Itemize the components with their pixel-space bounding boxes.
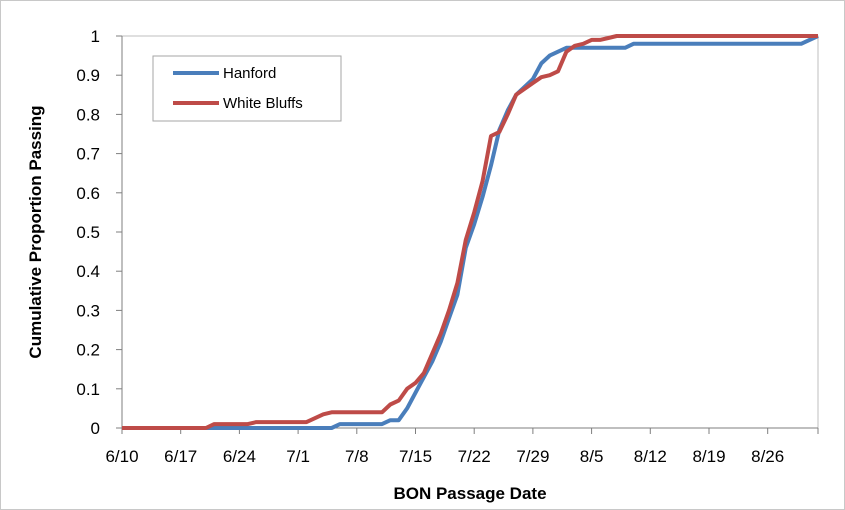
x-axis-title: BON Passage Date — [393, 484, 546, 503]
series-line-white-bluffs — [122, 34, 818, 430]
y-tick-label: 0.1 — [76, 380, 100, 399]
y-tick-label: 0.6 — [76, 184, 100, 203]
x-tick-label: 8/19 — [692, 447, 725, 466]
y-tick-label: 0.8 — [76, 105, 100, 124]
y-tick-label: 0 — [91, 419, 100, 438]
x-tick-label: 7/22 — [458, 447, 491, 466]
x-tick-label: 8/12 — [634, 447, 667, 466]
x-tick-label: 7/1 — [286, 447, 310, 466]
x-tick-label: 6/17 — [164, 447, 197, 466]
legend-label: Hanford — [223, 65, 276, 82]
y-tick-label: 0.9 — [76, 66, 100, 85]
x-tick-label: 8/26 — [751, 447, 784, 466]
series-line-hanford — [122, 34, 819, 430]
y-tick-label: 0.3 — [76, 301, 100, 320]
y-tick-label: 0.2 — [76, 341, 100, 360]
x-tick-label: 7/29 — [516, 447, 549, 466]
y-tick-label: 0.5 — [76, 223, 100, 242]
x-tick-label: 8/5 — [580, 447, 604, 466]
series-lines — [122, 34, 819, 430]
legend-label: White Bluffs — [223, 95, 303, 112]
y-axis-title: Cumulative Proportion Passing — [26, 105, 45, 358]
x-tick-label: 7/15 — [399, 447, 432, 466]
legend-box — [152, 55, 342, 122]
y-tick-label: 1 — [91, 27, 100, 46]
legend: Hanford White Bluffs — [152, 55, 342, 122]
y-axis: 0 0.1 0.2 0.3 0.4 0.5 0.6 0.7 0.8 0.9 1 — [76, 27, 123, 438]
y-tick-label: 0.7 — [76, 145, 100, 164]
x-tick-label: 7/8 — [345, 447, 369, 466]
x-axis: 6/10 6/17 6/24 7/1 7/8 7/15 7/22 7/29 8/5 8/12 8/1… — [105, 427, 819, 466]
y-tick-label: 0.4 — [76, 262, 100, 281]
x-tick-label: 6/10 — [105, 447, 138, 466]
x-tick-label: 6/24 — [223, 447, 256, 466]
